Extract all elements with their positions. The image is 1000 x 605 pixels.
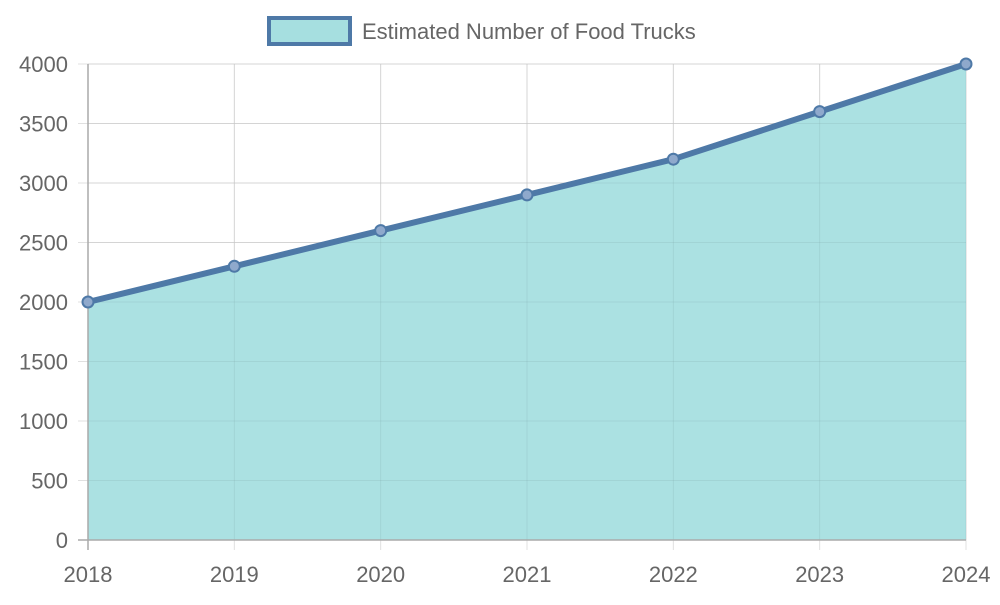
- x-tick-label: 2018: [64, 562, 113, 587]
- y-tick-label: 1000: [19, 409, 68, 434]
- area-fill: [88, 64, 966, 540]
- data-point[interactable]: [520, 188, 534, 202]
- y-tick-label: 3500: [19, 112, 68, 137]
- legend[interactable]: Estimated Number of Food Trucks: [267, 16, 696, 46]
- y-tick-label: 0: [56, 528, 68, 553]
- data-area: [87, 63, 967, 541]
- y-tick-label: 500: [31, 469, 68, 494]
- data-point[interactable]: [227, 259, 241, 273]
- x-tick-label: 2021: [503, 562, 552, 587]
- y-tick-label: 3000: [19, 171, 68, 196]
- legend-label: Estimated Number of Food Trucks: [362, 19, 696, 44]
- y-tick-label: 1500: [19, 350, 68, 375]
- y-tick-label: 4000: [19, 52, 68, 77]
- data-point[interactable]: [813, 105, 827, 119]
- x-tick-label: 2020: [356, 562, 405, 587]
- axes: 0 500 1000 1500 2000 2500 3000 3500 4000 2018 2019…: [19, 52, 990, 587]
- data-point[interactable]: [81, 295, 95, 309]
- y-tick-label: 2500: [19, 231, 68, 256]
- x-tick-label: 2022: [649, 562, 698, 587]
- x-tick-label: 2019: [210, 562, 259, 587]
- data-point[interactable]: [666, 152, 680, 166]
- data-points: [81, 57, 973, 309]
- x-tick-label: 2024: [942, 562, 991, 587]
- data-point[interactable]: [374, 224, 388, 238]
- y-tick-label: 2000: [19, 290, 68, 315]
- x-tick-label: 2023: [795, 562, 844, 587]
- legend-swatch: [267, 16, 352, 46]
- data-point[interactable]: [959, 57, 973, 71]
